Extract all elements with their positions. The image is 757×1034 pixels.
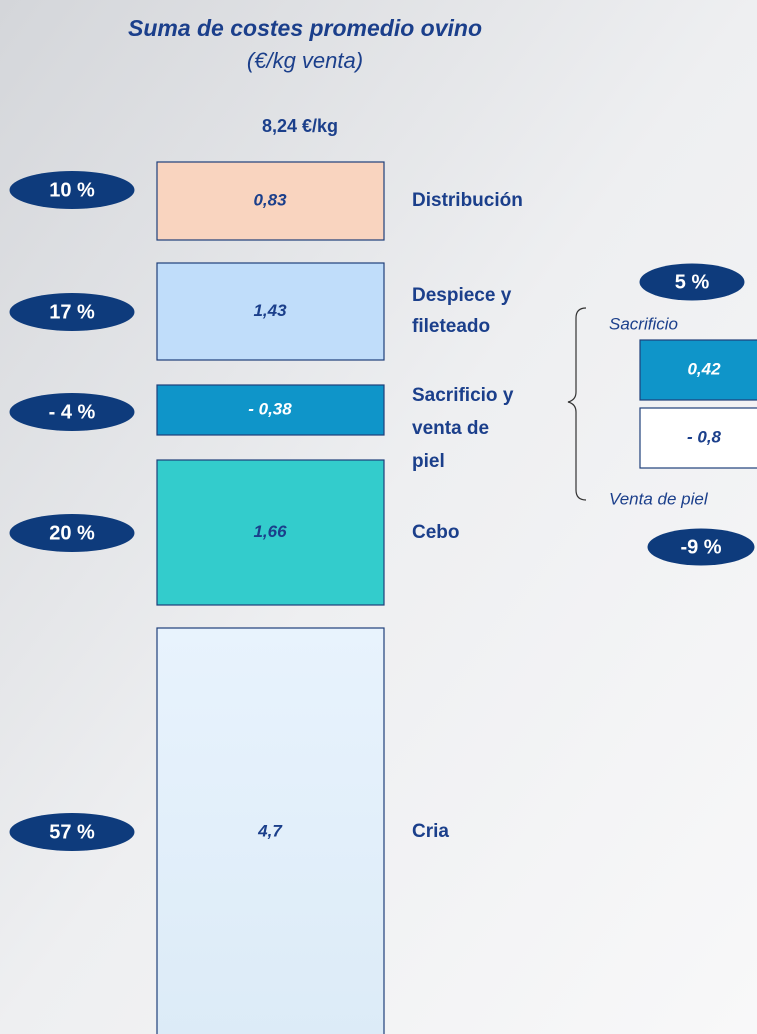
cost-box: [156, 384, 385, 436]
total: 8,24 €/kg: [262, 116, 338, 136]
breakdown-box: [639, 339, 757, 401]
title: Suma de costes promedio ovino: [128, 15, 482, 41]
cost-value: - 0,38: [248, 399, 292, 418]
cost-label: Cria: [412, 821, 449, 842]
subtitle: (€/kg venta): [247, 48, 363, 73]
share-label: -9 %: [680, 536, 721, 558]
cost-label: piel: [412, 451, 445, 472]
breakdown-box: [639, 407, 757, 469]
brace: [567, 307, 587, 501]
breakdown-value: 0,42: [687, 359, 721, 378]
cost-label: Cebo: [412, 522, 460, 543]
cost-label: Despiece y: [412, 285, 512, 306]
cost-label: venta de: [412, 418, 489, 439]
share-pill: [9, 813, 135, 851]
share-label: 17 %: [49, 301, 95, 323]
cost-value: 1,66: [253, 522, 287, 541]
share-pill: [9, 293, 135, 331]
share-pill: [647, 528, 755, 566]
share-label: - 4 %: [49, 401, 96, 423]
share-pill: [9, 171, 135, 209]
cost-value: 0,83: [253, 190, 287, 209]
share-pill: [9, 393, 135, 431]
share-label: 57 %: [49, 821, 95, 843]
share-label: 20 %: [49, 522, 95, 544]
cost-box: [156, 262, 385, 361]
cost-box: [156, 627, 385, 1034]
share-pill: [639, 263, 745, 301]
cost-value: 1,43: [253, 301, 287, 320]
breakdown-label: Sacrificio: [609, 314, 678, 333]
breakdown-value: - 0,8: [687, 427, 722, 446]
share-label: 10 %: [49, 179, 95, 201]
cost-label: fileteado: [412, 316, 490, 337]
share-label: 5 %: [675, 271, 710, 293]
cost-label: Distribución: [412, 190, 523, 211]
cost-box: [156, 161, 385, 241]
cost-box: [156, 459, 385, 606]
share-pill: [9, 514, 135, 552]
cost-value: 4,7: [257, 821, 283, 840]
cost-label: Sacrificio y: [412, 385, 514, 406]
breakdown-label: Venta de piel: [609, 489, 709, 508]
